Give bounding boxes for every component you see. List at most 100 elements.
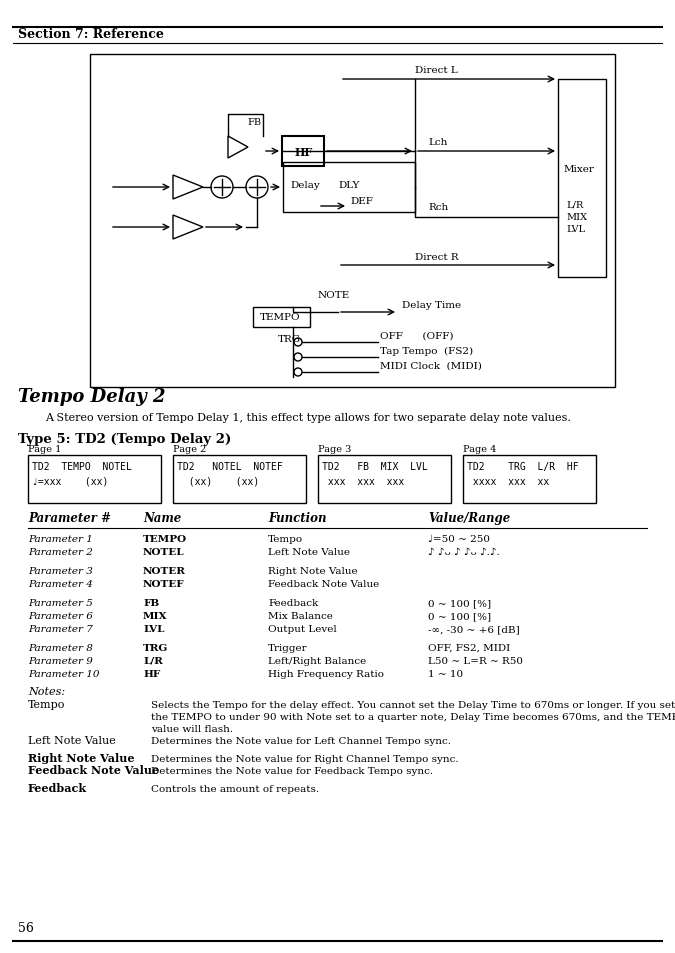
Text: DLY: DLY (338, 181, 359, 190)
Text: 0 ~ 100 [%]: 0 ~ 100 [%] (428, 612, 491, 620)
Bar (558, 80, 606, 277)
Text: 56: 56 (18, 921, 34, 934)
Text: Section 7: Reference: Section 7: Reference (18, 28, 164, 41)
Text: Left/Right Balance: Left/Right Balance (268, 657, 367, 665)
Text: TD2    TRG  L/R  HF: TD2 TRG L/R HF (467, 461, 578, 472)
Text: OFF      (OFF): OFF (OFF) (380, 332, 454, 340)
Polygon shape (173, 175, 203, 200)
Text: Feedback: Feedback (268, 598, 318, 607)
Text: TEMPO: TEMPO (260, 313, 300, 322)
Text: Parameter 1: Parameter 1 (28, 535, 93, 543)
Text: TD2   FB  MIX  LVL: TD2 FB MIX LVL (322, 461, 428, 472)
Text: TD2   NOTEL  NOTEF: TD2 NOTEL NOTEF (177, 461, 283, 472)
Text: Right Note Value: Right Note Value (28, 752, 134, 763)
Text: Parameter 5: Parameter 5 (28, 598, 93, 607)
Text: TEMPO: TEMPO (143, 535, 187, 543)
Text: Output Level: Output Level (268, 624, 337, 634)
Text: Name: Name (143, 512, 182, 524)
Text: HF: HF (295, 147, 313, 158)
Text: ♪ ♪ᴗ ♪ ♪ᴗ ♪.♪.: ♪ ♪ᴗ ♪ ♪ᴗ ♪.♪. (428, 547, 500, 557)
Text: 0 ~ 100 [%]: 0 ~ 100 [%] (428, 598, 491, 607)
Text: Tempo Delay 2: Tempo Delay 2 (18, 388, 165, 406)
Text: Selects the Tempo for the delay effect. You cannot set the Delay Time to 670ms o: Selects the Tempo for the delay effect. … (151, 700, 675, 709)
Text: Right Note Value: Right Note Value (268, 566, 358, 576)
Text: High Frequency Ratio: High Frequency Ratio (268, 669, 384, 679)
Text: Rch: Rch (428, 203, 448, 212)
Text: Mix Balance: Mix Balance (268, 612, 333, 620)
Text: TD2  TEMPO  NOTEL: TD2 TEMPO NOTEL (32, 461, 132, 472)
Text: xxx  xxx  xxx: xxx xxx xxx (322, 476, 404, 486)
Text: LVL: LVL (143, 624, 165, 634)
Text: value will flash.: value will flash. (151, 724, 233, 733)
Text: MIX: MIX (566, 213, 587, 222)
Text: NOTE: NOTE (318, 291, 350, 299)
Text: Parameter 10: Parameter 10 (28, 669, 99, 679)
Bar (90, 55, 615, 388)
Bar (253, 308, 310, 328)
Text: Parameter #: Parameter # (28, 512, 111, 524)
Text: xxxx  xxx  xx: xxxx xxx xx (467, 476, 549, 486)
Text: Parameter 8: Parameter 8 (28, 643, 93, 652)
Text: Page 4: Page 4 (463, 444, 496, 454)
Text: Determines the Note value for Right Channel Tempo sync.: Determines the Note value for Right Chan… (151, 754, 458, 763)
Text: Page 1: Page 1 (28, 444, 61, 454)
Text: L/R: L/R (143, 657, 163, 665)
Text: Left Note Value: Left Note Value (28, 735, 115, 745)
Text: FB: FB (143, 598, 159, 607)
Text: -∞, -30 ~ +6 [dB]: -∞, -30 ~ +6 [dB] (428, 624, 520, 634)
Polygon shape (173, 215, 203, 240)
Text: Page 3: Page 3 (318, 444, 352, 454)
Bar (283, 163, 415, 213)
Text: Notes:: Notes: (28, 686, 65, 697)
Text: Delay: Delay (290, 181, 320, 190)
Text: Delay Time: Delay Time (402, 301, 461, 310)
Text: Tempo: Tempo (28, 700, 65, 709)
Text: Determines the Note value for Feedback Tempo sync.: Determines the Note value for Feedback T… (151, 766, 433, 775)
Text: Left Note Value: Left Note Value (268, 547, 350, 557)
Text: ♩=xxx    (xx): ♩=xxx (xx) (32, 476, 109, 486)
Text: A Stereo version of Tempo Delay 1, this effect type allows for two separate dela: A Stereo version of Tempo Delay 1, this … (45, 413, 571, 422)
Bar (282, 137, 324, 167)
Text: LVL: LVL (566, 225, 585, 233)
Text: Parameter 2: Parameter 2 (28, 547, 93, 557)
Text: Parameter 9: Parameter 9 (28, 657, 93, 665)
Text: NOTEF: NOTEF (143, 579, 185, 588)
Bar (463, 456, 596, 503)
Text: NOTER: NOTER (143, 566, 186, 576)
Text: Value/Range: Value/Range (428, 512, 510, 524)
Text: Controls the amount of repeats.: Controls the amount of repeats. (151, 784, 319, 793)
Text: Parameter 4: Parameter 4 (28, 579, 93, 588)
Bar (173, 456, 306, 503)
Text: Tap Tempo  (FS2): Tap Tempo (FS2) (380, 347, 473, 355)
Text: 1 ~ 10: 1 ~ 10 (428, 669, 463, 679)
Text: Parameter 7: Parameter 7 (28, 624, 93, 634)
Text: Determines the Note value for Left Channel Tempo sync.: Determines the Note value for Left Chann… (151, 737, 451, 745)
Text: Feedback: Feedback (28, 782, 87, 793)
Text: Lch: Lch (428, 138, 448, 147)
Text: Mixer: Mixer (564, 165, 595, 173)
Bar (28, 456, 161, 503)
Text: HF: HF (143, 669, 160, 679)
Text: FB: FB (247, 118, 261, 127)
Text: Feedback Note Value: Feedback Note Value (28, 764, 159, 775)
Text: Trigger: Trigger (268, 643, 308, 652)
Text: Feedback Note Value: Feedback Note Value (268, 579, 379, 588)
Text: Parameter 3: Parameter 3 (28, 566, 93, 576)
Text: Parameter 6: Parameter 6 (28, 612, 93, 620)
Text: TRG: TRG (278, 335, 301, 344)
Text: Direct R: Direct R (415, 253, 458, 262)
Polygon shape (228, 137, 248, 159)
Text: Function: Function (268, 512, 327, 524)
Text: DEF: DEF (350, 196, 373, 206)
Text: (xx)    (xx): (xx) (xx) (177, 476, 259, 486)
Text: MIX: MIX (143, 612, 167, 620)
Text: Tempo: Tempo (268, 535, 303, 543)
Text: NOTEL: NOTEL (143, 547, 185, 557)
Text: Page 2: Page 2 (173, 444, 207, 454)
Text: L50 ~ L=R ~ R50: L50 ~ L=R ~ R50 (428, 657, 523, 665)
Text: L/R: L/R (566, 201, 583, 210)
Text: OFF, FS2, MIDI: OFF, FS2, MIDI (428, 643, 510, 652)
Text: Direct L: Direct L (415, 66, 458, 75)
Bar (318, 456, 451, 503)
Text: Type 5: TD2 (Tempo Delay 2): Type 5: TD2 (Tempo Delay 2) (18, 433, 232, 446)
